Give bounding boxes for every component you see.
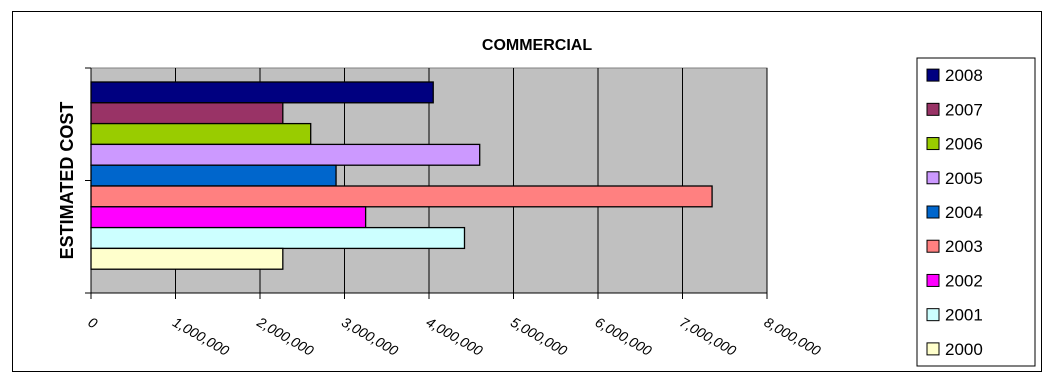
chart-svg: COMMERCIAL ESTIMATED COST 0 1,000,000 2,00… (57, 37, 1036, 367)
bar-2003 (90, 185, 713, 208)
legend-swatch-2001 (926, 308, 940, 322)
legend-label-2006: 2006 (945, 135, 983, 154)
legend-swatch-2007 (926, 102, 940, 116)
legend-swatch-2004 (926, 205, 940, 219)
x-tick-label: 4,000,000 (424, 314, 486, 359)
bar-2005 (90, 143, 481, 166)
x-tick-label: 2,000,000 (254, 313, 317, 359)
legend-swatch-2002 (926, 273, 940, 287)
legend-label-2000: 2000 (945, 340, 983, 359)
bar-2007 (90, 102, 284, 125)
legend-swatch-2003 (926, 239, 940, 253)
legend-swatch-2005 (926, 171, 940, 185)
x-tick-label: 0 (86, 314, 101, 332)
bar-2001 (90, 226, 466, 250)
legend-label-2002: 2002 (945, 271, 983, 290)
plot-area: 0 1,000,000 2,000,000 3,000,000 4,000,000 5,0… (85, 67, 824, 359)
bar-2000 (90, 247, 284, 270)
chart-title: COMMERCIAL (482, 37, 592, 54)
x-tick-label: 1,000,000 (170, 314, 232, 359)
legend: 2008 2007 2006 2005 2004 2003 2002 2001 2000 (916, 57, 1036, 367)
x-tick-label: 3,000,000 (339, 314, 401, 359)
x-tick-label: 7,000,000 (677, 314, 739, 359)
x-tick-label: 5,000,000 (508, 314, 570, 359)
legend-label-2008: 2008 (945, 66, 983, 85)
bar-2004 (90, 164, 337, 187)
bar-2008 (90, 81, 434, 104)
x-tick-label: 8,000,000 (762, 314, 824, 359)
chart-area: COMMERCIAL ESTIMATED COST 0 1,000,000 2,00… (12, 11, 1042, 372)
legend-swatch-2008 (926, 68, 940, 82)
y-axis-label: ESTIMATED COST (57, 102, 77, 260)
legend-swatch-2000 (926, 342, 940, 356)
legend-label-2003: 2003 (945, 237, 983, 256)
legend-label-2005: 2005 (945, 169, 983, 188)
legend-swatch-2006 (926, 137, 940, 151)
legend-label-2001: 2001 (945, 306, 983, 325)
bar-2006 (90, 122, 312, 146)
legend-label-2004: 2004 (945, 203, 983, 222)
legend-label-2007: 2007 (945, 100, 983, 119)
x-tick-label: 6,000,000 (593, 314, 655, 359)
bar-2002 (90, 206, 367, 229)
